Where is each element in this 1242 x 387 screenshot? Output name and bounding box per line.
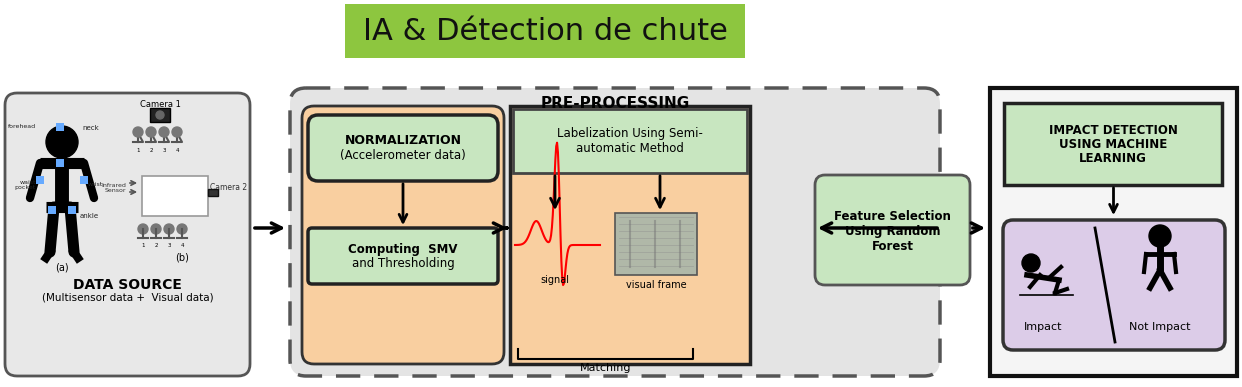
Text: 2: 2	[149, 148, 153, 153]
FancyBboxPatch shape	[289, 88, 940, 376]
Circle shape	[138, 224, 148, 234]
Circle shape	[156, 111, 164, 119]
Bar	[990, 88, 1237, 376]
Text: PRE-PROCESSING: PRE-PROCESSING	[540, 96, 689, 111]
FancyBboxPatch shape	[1004, 220, 1225, 350]
FancyBboxPatch shape	[308, 228, 498, 284]
Bar	[142, 176, 207, 216]
Bar	[615, 213, 697, 275]
Bar	[510, 106, 750, 364]
FancyBboxPatch shape	[308, 115, 498, 181]
Text: (a): (a)	[55, 263, 68, 273]
Text: 4: 4	[180, 243, 184, 248]
Bar	[513, 109, 746, 173]
Text: waist
pocket: waist pocket	[15, 180, 36, 190]
Text: USING MACHINE: USING MACHINE	[1059, 137, 1167, 151]
Text: wrist: wrist	[88, 183, 103, 187]
Bar	[1004, 103, 1222, 185]
Bar	[150, 108, 170, 122]
FancyBboxPatch shape	[302, 106, 504, 364]
Text: Computing  SMV: Computing SMV	[348, 243, 458, 255]
Circle shape	[152, 224, 161, 234]
Circle shape	[147, 127, 156, 137]
Text: NORMALIZATION: NORMALIZATION	[344, 134, 462, 147]
Text: 4: 4	[175, 148, 179, 153]
Text: DATA SOURCE: DATA SOURCE	[73, 278, 181, 292]
Circle shape	[46, 126, 78, 158]
FancyBboxPatch shape	[815, 175, 970, 285]
Text: ankle: ankle	[79, 213, 99, 219]
Text: LEARNING: LEARNING	[1079, 151, 1146, 164]
Bar	[36, 176, 43, 184]
Text: Forest: Forest	[872, 240, 914, 252]
Text: Matching: Matching	[580, 363, 631, 373]
Bar	[345, 4, 745, 58]
Text: Feature Selection: Feature Selection	[835, 209, 951, 223]
Text: IA & Détection de chute: IA & Détection de chute	[363, 17, 728, 46]
Text: neck: neck	[82, 125, 99, 131]
Circle shape	[1149, 225, 1171, 247]
Text: (Multisensor data +  Visual data): (Multisensor data + Visual data)	[42, 293, 214, 303]
Circle shape	[1022, 254, 1040, 272]
Text: 3: 3	[168, 243, 170, 248]
Text: forehead: forehead	[7, 125, 36, 130]
Text: visual frame: visual frame	[626, 280, 687, 290]
Text: Labelization Using Semi-: Labelization Using Semi-	[558, 127, 703, 139]
Text: IMPACT DETECTION: IMPACT DETECTION	[1048, 123, 1177, 137]
Circle shape	[159, 127, 169, 137]
Text: and Thresholding: and Thresholding	[351, 257, 455, 269]
Text: Infrared
Sensor: Infrared Sensor	[101, 183, 125, 194]
Bar	[48, 206, 56, 214]
Bar	[207, 189, 219, 196]
Circle shape	[133, 127, 143, 137]
Bar	[56, 123, 65, 131]
Text: signal: signal	[540, 275, 570, 285]
Text: 3: 3	[163, 148, 165, 153]
Text: automatic Method: automatic Method	[576, 142, 684, 156]
FancyBboxPatch shape	[5, 93, 250, 376]
Text: Using Random: Using Random	[845, 224, 940, 238]
Bar	[79, 176, 88, 184]
Circle shape	[164, 224, 174, 234]
Circle shape	[171, 127, 183, 137]
Text: (b): (b)	[175, 253, 189, 263]
Text: Camera 1: Camera 1	[139, 100, 180, 109]
Bar	[68, 206, 76, 214]
Circle shape	[178, 224, 188, 234]
Text: Camera 2: Camera 2	[210, 183, 247, 192]
Text: Impact: Impact	[1023, 322, 1062, 332]
Text: (Accelerometer data): (Accelerometer data)	[340, 149, 466, 163]
Bar	[56, 159, 65, 167]
Text: 1: 1	[142, 243, 145, 248]
Text: 1: 1	[137, 148, 140, 153]
Text: 2: 2	[154, 243, 158, 248]
Text: Not Impact: Not Impact	[1129, 322, 1191, 332]
